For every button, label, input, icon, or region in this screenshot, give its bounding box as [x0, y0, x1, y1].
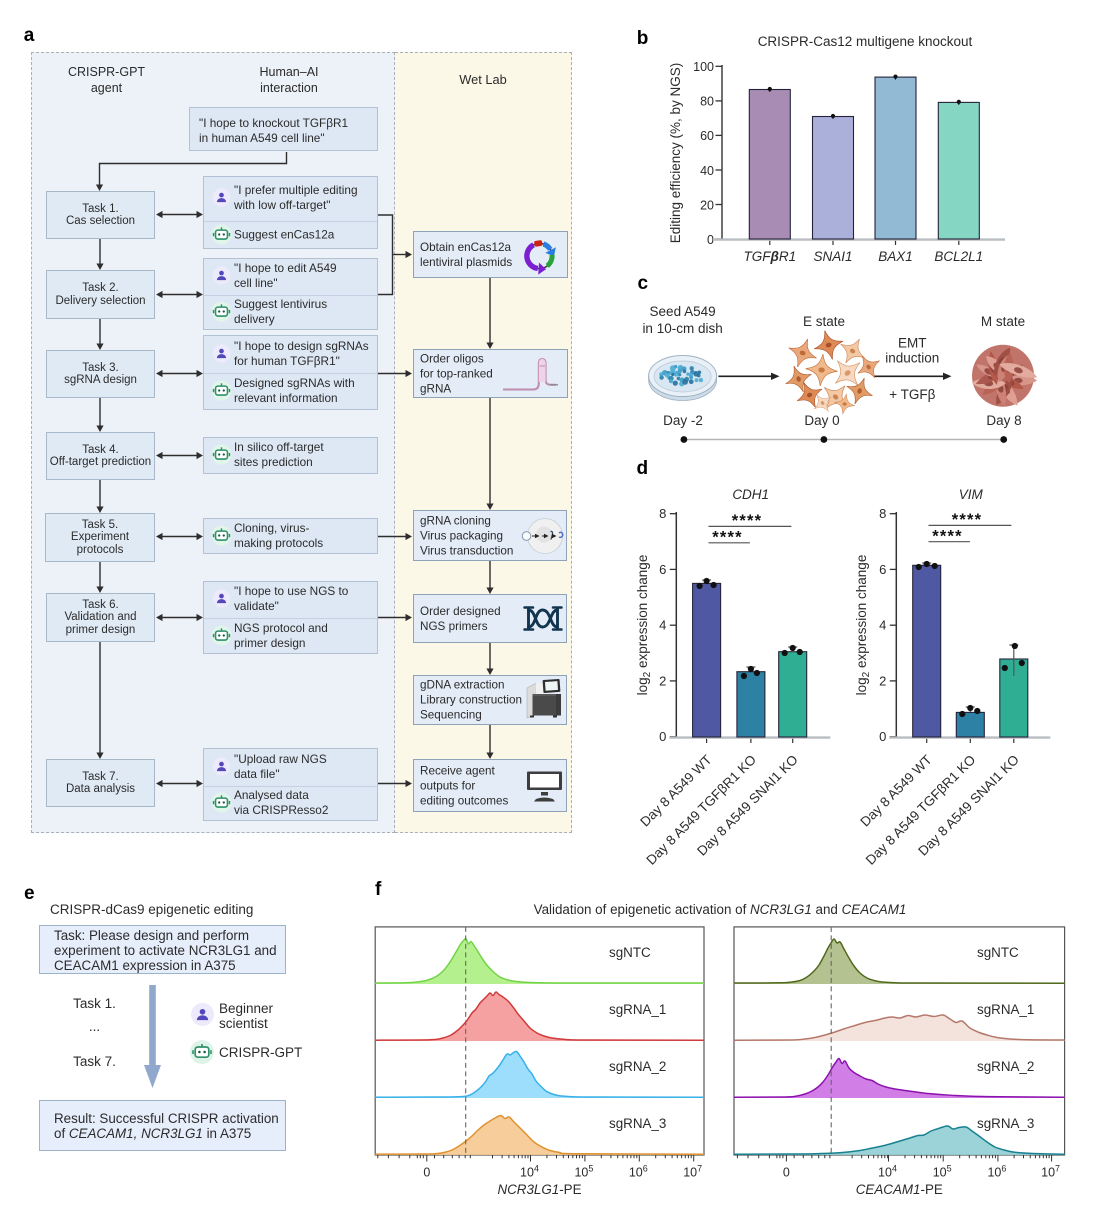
svg-text:****: **** — [952, 511, 983, 529]
svg-text:sgRNA_2: sgRNA_2 — [977, 1059, 1034, 1074]
svg-text:6: 6 — [879, 562, 886, 577]
svg-text:CDH1: CDH1 — [732, 487, 769, 502]
svg-text:E state: E state — [803, 314, 845, 329]
svg-text:sgRNA_2: sgRNA_2 — [609, 1059, 666, 1074]
svg-text:105: 105 — [574, 1164, 593, 1180]
svg-text:0: 0 — [879, 729, 886, 744]
svg-text:2: 2 — [879, 673, 886, 688]
svg-text:80: 80 — [700, 95, 714, 109]
svg-text:NCR3LG1-PE: NCR3LG1-PE — [497, 1182, 581, 1197]
svg-text:0: 0 — [659, 729, 666, 744]
svg-text:Day -2: Day -2 — [663, 413, 703, 428]
svg-text:TGFβR1: TGFβR1 — [743, 249, 796, 264]
svg-text:40: 40 — [700, 164, 714, 178]
svg-text:0: 0 — [707, 233, 714, 247]
svg-text:0: 0 — [423, 1166, 430, 1180]
svg-text:BAX1: BAX1 — [878, 249, 913, 264]
svg-text:VIM: VIM — [959, 487, 984, 502]
svg-text:****: **** — [732, 512, 763, 530]
svg-text:4: 4 — [879, 618, 886, 633]
svg-text:106: 106 — [987, 1164, 1006, 1180]
svg-text:Seed A549: Seed A549 — [650, 304, 716, 319]
svg-text:107: 107 — [1041, 1164, 1060, 1180]
svg-text:EMT: EMT — [898, 336, 927, 351]
svg-text:sgNTC: sgNTC — [609, 945, 651, 960]
svg-text:100: 100 — [693, 60, 714, 74]
svg-text:107: 107 — [683, 1164, 702, 1180]
svg-text:sgNTC: sgNTC — [977, 945, 1019, 960]
svg-text:4: 4 — [659, 618, 666, 633]
svg-text:+ TGFβ: + TGFβ — [889, 387, 935, 402]
svg-text:SNAI1: SNAI1 — [813, 249, 852, 264]
svg-text:6: 6 — [659, 562, 666, 577]
svg-text:induction: induction — [885, 351, 939, 366]
svg-text:105: 105 — [933, 1164, 952, 1180]
svg-text:M state: M state — [981, 314, 1025, 329]
svg-text:sgRNA_3: sgRNA_3 — [977, 1116, 1034, 1131]
svg-text:Editing efficiency (%, by NGS): Editing efficiency (%, by NGS) — [668, 63, 683, 244]
svg-text:BCL2L1: BCL2L1 — [934, 249, 983, 264]
svg-text:20: 20 — [700, 198, 714, 212]
svg-text:sgRNA_3: sgRNA_3 — [609, 1116, 666, 1131]
svg-text:sgRNA_1: sgRNA_1 — [977, 1002, 1034, 1017]
svg-text:Day 8: Day 8 — [986, 413, 1021, 428]
svg-text:106: 106 — [629, 1164, 648, 1180]
svg-text:Day 8 A549 WT: Day 8 A549 WT — [857, 752, 934, 829]
svg-text:log2 expression change: log2 expression change — [854, 555, 872, 696]
svg-text:2: 2 — [659, 673, 666, 688]
svg-text:****: **** — [712, 529, 743, 547]
svg-text:CEACAM1-PE: CEACAM1-PE — [856, 1182, 943, 1197]
svg-text:in 10-cm dish: in 10-cm dish — [642, 321, 722, 336]
svg-text:0: 0 — [783, 1166, 790, 1180]
svg-text:104: 104 — [878, 1164, 897, 1180]
svg-text:log2 expression change: log2 expression change — [635, 555, 653, 696]
svg-text:8: 8 — [659, 506, 666, 521]
svg-text:CRISPR-Cas12 multigene knockou: CRISPR-Cas12 multigene knockout — [758, 34, 973, 49]
svg-text:Validation of epigenetic activ: Validation of epigenetic activation of N… — [534, 902, 907, 917]
svg-text:104: 104 — [520, 1164, 539, 1180]
svg-text:****: **** — [932, 528, 963, 546]
svg-text:8: 8 — [879, 506, 886, 521]
svg-text:sgRNA_1: sgRNA_1 — [609, 1002, 666, 1017]
svg-text:60: 60 — [700, 129, 714, 143]
svg-text:Day 0: Day 0 — [804, 413, 839, 428]
